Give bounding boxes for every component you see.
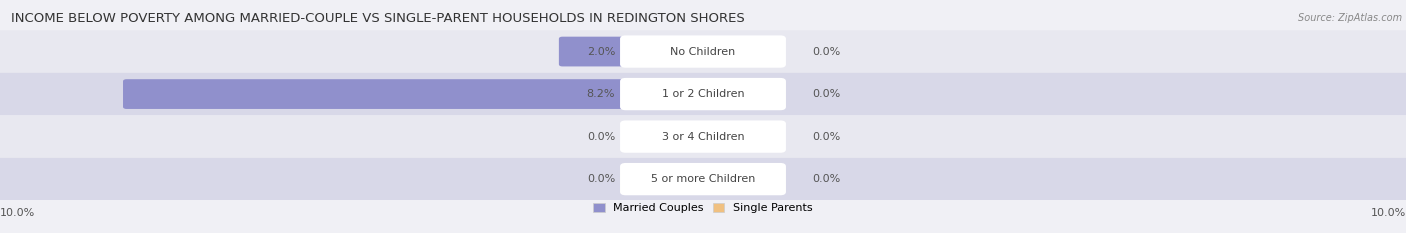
Text: 1 or 2 Children: 1 or 2 Children xyxy=(662,89,744,99)
FancyBboxPatch shape xyxy=(700,79,734,109)
Text: 0.0%: 0.0% xyxy=(813,174,841,184)
FancyBboxPatch shape xyxy=(700,122,734,151)
FancyBboxPatch shape xyxy=(0,158,1406,200)
Text: 5 or more Children: 5 or more Children xyxy=(651,174,755,184)
FancyBboxPatch shape xyxy=(620,78,786,110)
FancyBboxPatch shape xyxy=(620,35,786,68)
FancyBboxPatch shape xyxy=(560,37,707,66)
FancyBboxPatch shape xyxy=(620,163,786,195)
FancyBboxPatch shape xyxy=(0,115,1406,158)
Text: 8.2%: 8.2% xyxy=(586,89,616,99)
FancyBboxPatch shape xyxy=(124,79,706,109)
Text: Source: ZipAtlas.com: Source: ZipAtlas.com xyxy=(1298,13,1403,23)
Text: 10.0%: 10.0% xyxy=(0,209,35,218)
Text: 0.0%: 0.0% xyxy=(586,174,616,184)
FancyBboxPatch shape xyxy=(0,73,1406,115)
Text: 0.0%: 0.0% xyxy=(586,132,616,142)
Text: 0.0%: 0.0% xyxy=(813,89,841,99)
FancyBboxPatch shape xyxy=(700,37,734,66)
Text: INCOME BELOW POVERTY AMONG MARRIED-COUPLE VS SINGLE-PARENT HOUSEHOLDS IN REDINGT: INCOME BELOW POVERTY AMONG MARRIED-COUPL… xyxy=(11,12,744,25)
Text: 10.0%: 10.0% xyxy=(1371,209,1406,218)
Text: 0.0%: 0.0% xyxy=(813,47,841,57)
FancyBboxPatch shape xyxy=(620,120,786,153)
Text: No Children: No Children xyxy=(671,47,735,57)
Text: 3 or 4 Children: 3 or 4 Children xyxy=(662,132,744,142)
FancyBboxPatch shape xyxy=(700,164,734,194)
Text: 2.0%: 2.0% xyxy=(586,47,616,57)
FancyBboxPatch shape xyxy=(0,30,1406,73)
Text: 0.0%: 0.0% xyxy=(813,132,841,142)
Legend: Married Couples, Single Parents: Married Couples, Single Parents xyxy=(593,203,813,213)
